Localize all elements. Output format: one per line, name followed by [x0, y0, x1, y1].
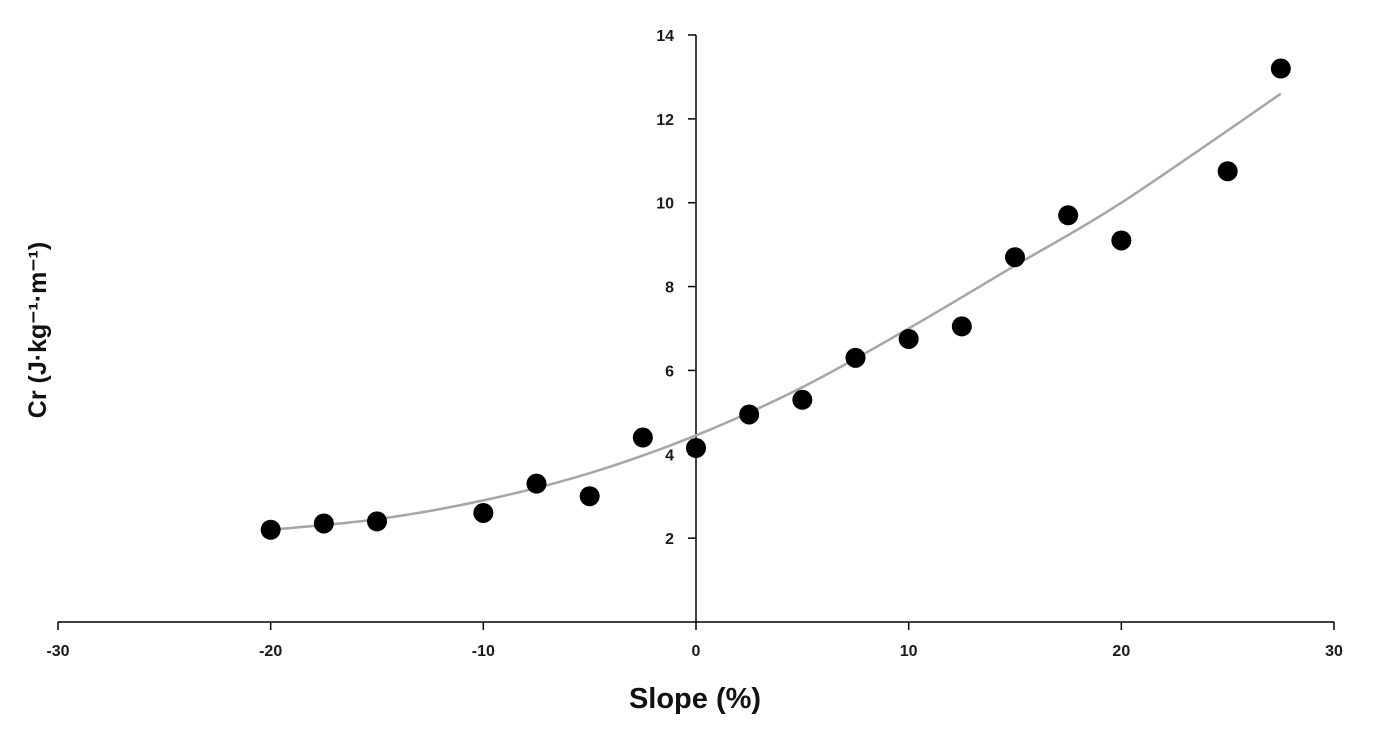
data-point [579, 486, 600, 507]
data-point [845, 347, 866, 368]
data-point [951, 316, 972, 337]
data-point [526, 473, 547, 494]
data-point [367, 511, 387, 532]
x-axis-title: Slope (%) [629, 683, 761, 715]
data-point [792, 389, 813, 410]
data-point [1005, 247, 1025, 268]
y-tick-label: 10 [656, 196, 674, 213]
x-tick-label: -20 [259, 643, 282, 660]
x-tick-label: 30 [1325, 643, 1343, 660]
data-point [686, 437, 706, 458]
x-tick-label: -30 [46, 643, 69, 660]
y-tick-label: 14 [656, 28, 674, 45]
data-point [313, 513, 334, 534]
trendline [270, 92, 1282, 532]
data-point [1270, 58, 1291, 79]
x-tick-label: 0 [692, 643, 701, 660]
data-point [1217, 161, 1238, 182]
y-tick-label: 4 [665, 447, 674, 464]
y-tick-label: 12 [656, 112, 674, 129]
data-point [260, 519, 281, 540]
data-point [632, 427, 653, 448]
data-point [898, 328, 919, 349]
data-point [1111, 230, 1132, 251]
y-tick-label: 8 [665, 280, 674, 297]
data-point [473, 502, 494, 523]
y-axis-title: Cr (J·kg⁻¹·m⁻¹) [24, 242, 52, 418]
ticks: -30 -20 -10 0 10 20 30 2 4 6 8 10 12 14 [46, 28, 1343, 660]
y-tick-label: 2 [665, 531, 674, 548]
data-point [739, 404, 760, 425]
data-points [260, 58, 1291, 540]
trendline-group [270, 92, 1282, 532]
x-tick-label: 10 [900, 643, 918, 660]
axes [58, 35, 1334, 623]
data-point [1058, 205, 1079, 226]
x-tick-label: 20 [1112, 643, 1130, 660]
x-tick-label: -10 [472, 643, 495, 660]
y-tick-label: 6 [665, 363, 674, 380]
